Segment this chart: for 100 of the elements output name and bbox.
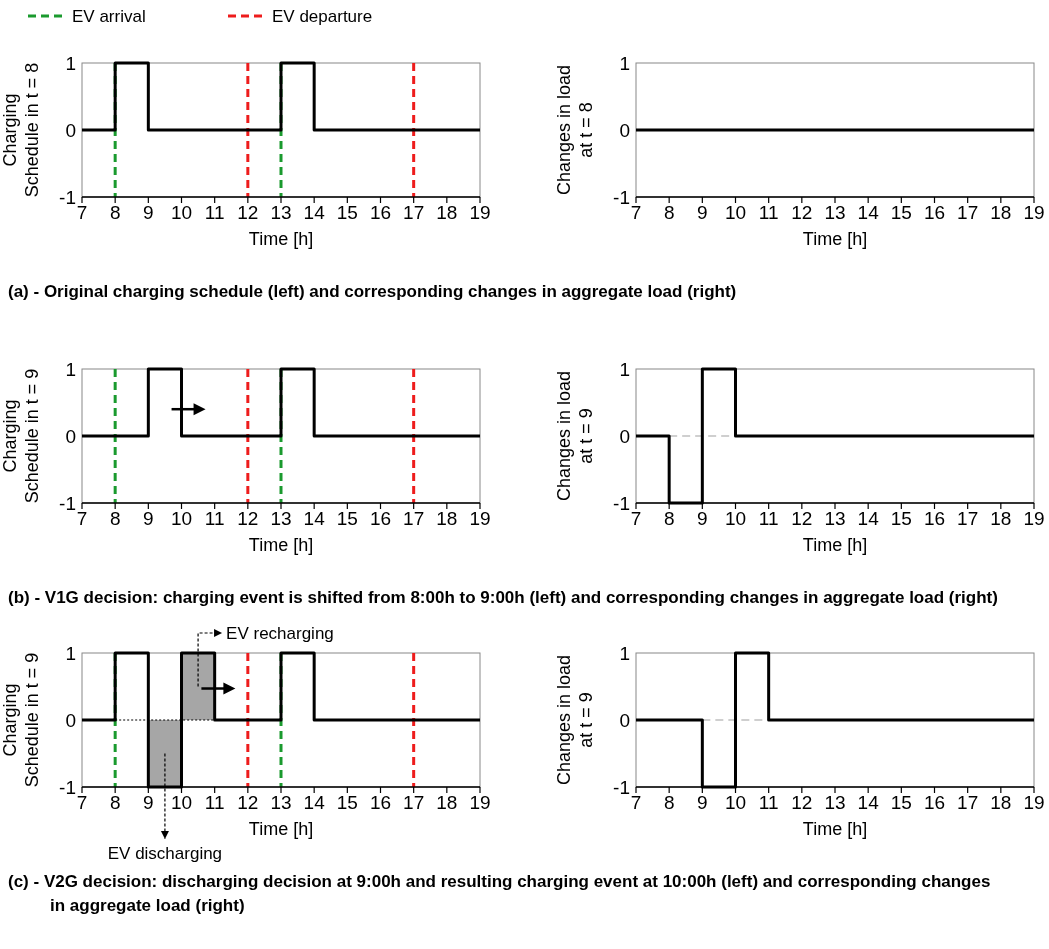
x-tick-label: 14 bbox=[303, 508, 326, 529]
x-axis-title: Time [h] bbox=[802, 229, 868, 249]
x-axis-title: Time [h] bbox=[248, 229, 314, 249]
x-tick-label: 10 bbox=[724, 792, 747, 813]
x-tick-label: 16 bbox=[369, 792, 392, 813]
x-tick-label: 16 bbox=[369, 202, 392, 223]
x-tick-label: 9 bbox=[697, 202, 708, 223]
x-tick-label: 12 bbox=[791, 508, 813, 529]
x-tick-label: 8 bbox=[109, 792, 121, 813]
x-tick-label: 14 bbox=[303, 202, 326, 223]
x-axis-title: Time [h] bbox=[802, 535, 868, 555]
x-tick-label: 12 bbox=[237, 508, 259, 529]
x-tick-label: 9 bbox=[143, 202, 154, 223]
x-tick-label: 9 bbox=[697, 508, 708, 529]
x-tick-label: 19 bbox=[1023, 508, 1045, 529]
x-tick-label: 17 bbox=[403, 508, 425, 529]
x-tick-label: 15 bbox=[336, 508, 358, 529]
x-tick-label: 18 bbox=[990, 792, 1012, 813]
x-tick-label: 13 bbox=[824, 792, 846, 813]
y-axis-title: Charging Schedule in t = 9 bbox=[0, 652, 42, 788]
x-tick-label: 18 bbox=[436, 792, 458, 813]
x-tick-label: 8 bbox=[663, 792, 675, 813]
x-tick-label: 16 bbox=[923, 792, 946, 813]
x-tick-label: 10 bbox=[170, 792, 193, 813]
ref-line-label: EV arrival bbox=[72, 6, 146, 26]
x-tick-label: 15 bbox=[336, 792, 358, 813]
legend-label: EV departure bbox=[272, 6, 373, 26]
x-tick-label: 8 bbox=[663, 508, 675, 529]
x-tick-label: 17 bbox=[403, 202, 425, 223]
x-tick-label: 11 bbox=[758, 202, 779, 223]
x-tick-label: 15 bbox=[890, 202, 912, 223]
x-tick-label: 14 bbox=[303, 792, 326, 813]
y-tick-label: 0 bbox=[65, 709, 76, 731]
x-tick-label: 11 bbox=[758, 508, 779, 529]
y-tick-label: 1 bbox=[65, 642, 76, 664]
y-tick-label: -1 bbox=[613, 776, 630, 798]
x-tick-label: 10 bbox=[170, 202, 193, 223]
x-tick-label: 7 bbox=[76, 508, 88, 529]
x-tick-label: 9 bbox=[143, 792, 154, 813]
x-axis-title: Time [h] bbox=[802, 819, 868, 839]
x-tick-label: 18 bbox=[436, 508, 458, 529]
x-tick-label: 13 bbox=[270, 202, 292, 223]
x-tick-label: 19 bbox=[1023, 202, 1045, 223]
text: (b) - V1G decision: charging event is shifted from 8:00h to 9:00h (left) and corresponding changes in aggregate load (right) bbox=[8, 588, 998, 607]
y-tick-label: 0 bbox=[65, 425, 76, 447]
x-tick-label: 12 bbox=[237, 202, 259, 223]
x-tick-label: 10 bbox=[724, 508, 747, 529]
y-tick-label: 1 bbox=[619, 642, 630, 664]
x-tick-label: 12 bbox=[791, 792, 813, 813]
y-tick-label: 0 bbox=[619, 709, 630, 731]
y-tick-label: -1 bbox=[613, 492, 630, 514]
x-tick-label: 8 bbox=[109, 508, 121, 529]
x-tick-label: 17 bbox=[957, 202, 979, 223]
x-tick-label: 14 bbox=[857, 508, 880, 529]
x-tick-label: 8 bbox=[109, 202, 121, 223]
x-tick-label: 12 bbox=[791, 202, 813, 223]
x-tick-label: 19 bbox=[469, 202, 491, 223]
x-tick-label: 13 bbox=[824, 202, 846, 223]
text: EV discharging bbox=[107, 844, 223, 863]
x-tick-label: 8 bbox=[663, 202, 675, 223]
y-axis-title: Charging Schedule in t = 8 bbox=[0, 62, 42, 198]
text: EV recharging bbox=[226, 623, 334, 643]
y-tick-label: 1 bbox=[619, 358, 630, 380]
x-tick-label: 13 bbox=[270, 508, 292, 529]
x-tick-label: 9 bbox=[697, 792, 708, 813]
x-tick-label: 17 bbox=[957, 508, 979, 529]
x-tick-label: 7 bbox=[630, 792, 642, 813]
x-tick-label: 13 bbox=[270, 792, 292, 813]
y-tick-label: -1 bbox=[59, 492, 76, 514]
x-tick-label: 11 bbox=[204, 202, 225, 223]
y-tick-label: 0 bbox=[619, 119, 630, 141]
y-tick-label: -1 bbox=[59, 776, 76, 798]
x-tick-label: 15 bbox=[336, 202, 358, 223]
x-tick-label: 15 bbox=[890, 508, 912, 529]
text: (c) - V2G decision: discharging decision at 9:00h and resulting charging event at 10:00h (left) and corresponding changes in aggregate load (right) bbox=[8, 872, 991, 915]
x-tick-label: 19 bbox=[1023, 792, 1045, 813]
y-axis-title: Changes in load at t = 9 bbox=[554, 654, 596, 786]
x-tick-label: 14 bbox=[857, 202, 880, 223]
y-tick-label: -1 bbox=[59, 186, 76, 208]
y-axis-title: Changes in load at t = 8 bbox=[554, 64, 596, 196]
x-tick-label: 16 bbox=[923, 508, 946, 529]
x-tick-label: 17 bbox=[957, 792, 979, 813]
x-tick-label: 11 bbox=[204, 508, 225, 529]
x-tick-label: 7 bbox=[76, 202, 88, 223]
y-tick-label: 1 bbox=[65, 52, 76, 74]
x-tick-label: 14 bbox=[857, 792, 880, 813]
x-tick-label: 11 bbox=[204, 792, 225, 813]
x-tick-label: 12 bbox=[237, 792, 259, 813]
x-tick-label: 18 bbox=[990, 508, 1012, 529]
y-tick-label: -1 bbox=[613, 186, 630, 208]
x-tick-label: 17 bbox=[403, 792, 425, 813]
x-tick-label: 19 bbox=[469, 792, 491, 813]
text: (a) - Original charging schedule (left) and corresponding changes in aggregate load (right) bbox=[8, 282, 737, 301]
x-tick-label: 11 bbox=[758, 792, 779, 813]
x-tick-label: 10 bbox=[724, 202, 747, 223]
y-axis-title: Changes in load at t = 9 bbox=[554, 370, 596, 502]
x-tick-label: 13 bbox=[824, 508, 846, 529]
x-tick-label: 18 bbox=[436, 202, 458, 223]
x-tick-label: 7 bbox=[630, 508, 642, 529]
x-tick-label: 7 bbox=[76, 792, 88, 813]
